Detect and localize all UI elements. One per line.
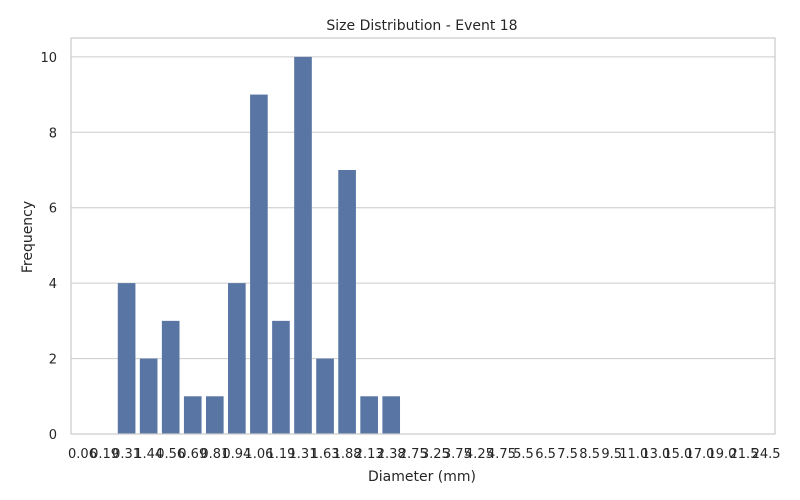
x-tick-label: 1.44 — [134, 447, 163, 462]
x-tick-label: 0.81 — [200, 447, 229, 462]
y-tick-label: 6 — [49, 202, 57, 217]
x-tick-label: 0.06 — [68, 447, 97, 462]
x-tick-label: 3.25 — [421, 447, 450, 462]
x-tick-label: 9.5 — [601, 447, 622, 462]
x-tick-label: 5.5 — [513, 447, 534, 462]
x-tick-label: 2.75 — [399, 447, 428, 462]
x-tick-label: 0.19 — [90, 447, 119, 462]
bar-1.06 — [250, 94, 268, 435]
x-tick-label: 1.06 — [244, 447, 273, 462]
bar-1.19 — [272, 320, 290, 434]
bar-0.31 — [117, 283, 136, 434]
x-tick-label: 2.38 — [377, 447, 406, 462]
x-tick-label: 13.0 — [641, 447, 670, 462]
bar-0.56 — [161, 320, 180, 434]
x-tick-label: 2.13 — [355, 447, 384, 462]
x-tick-label: 0.94 — [222, 447, 251, 462]
x-tick-label: 7.5 — [557, 447, 578, 462]
y-axis-label: Frequency — [20, 201, 36, 273]
y-tick-label: 10 — [40, 51, 57, 66]
x-tick-label: 3.75 — [443, 447, 472, 462]
bars — [117, 56, 401, 435]
x-tick-label: 11.0 — [619, 447, 648, 462]
y-tick-label: 4 — [49, 277, 57, 292]
x-tick-label: 24.5 — [752, 447, 781, 462]
x-tick-label: 1.19 — [266, 447, 295, 462]
y-tick-label: 8 — [49, 126, 57, 141]
x-tick-label: 21.5 — [730, 447, 759, 462]
x-tick-label: 4.75 — [487, 447, 516, 462]
x-tick-label: 1.88 — [333, 447, 362, 462]
y-tick-labels: 0 2 4 6 8 10 — [40, 51, 57, 443]
x-tick-labels: 0.060.190.311.440.560.690.810.941.061.19… — [68, 447, 781, 462]
x-tick-label: 4.25 — [465, 447, 494, 462]
bar-0.81 — [205, 396, 224, 434]
x-tick-label: 8.5 — [579, 447, 600, 462]
x-axis-label: Diameter (mm) — [368, 469, 476, 485]
bar-1.44 — [139, 358, 158, 434]
x-tick-label: 0.69 — [178, 447, 207, 462]
x-tick-label: 15.0 — [663, 447, 692, 462]
bar-1.31 — [294, 56, 312, 434]
bar-2.13 — [360, 396, 378, 434]
x-tick-label: 19.0 — [707, 447, 736, 462]
x-tick-label: 1.63 — [311, 447, 340, 462]
y-tick-label: 0 — [49, 428, 57, 443]
bar-0.94 — [228, 283, 246, 434]
bar-1.88 — [338, 170, 356, 434]
x-tick-label: 0.31 — [112, 447, 141, 462]
bar-2.38 — [382, 396, 401, 434]
y-tick-label: 2 — [49, 353, 57, 368]
x-tick-label: 0.56 — [156, 447, 185, 462]
plot-frame — [70, 37, 776, 435]
x-tick-label: 1.31 — [289, 447, 318, 462]
bar-0.69 — [183, 396, 202, 434]
x-tick-label: 17.0 — [685, 447, 714, 462]
x-tick-label: 6.5 — [535, 447, 556, 462]
chart-title: Size Distribution - Event 18 — [326, 18, 517, 34]
bar-1.63 — [316, 358, 334, 434]
